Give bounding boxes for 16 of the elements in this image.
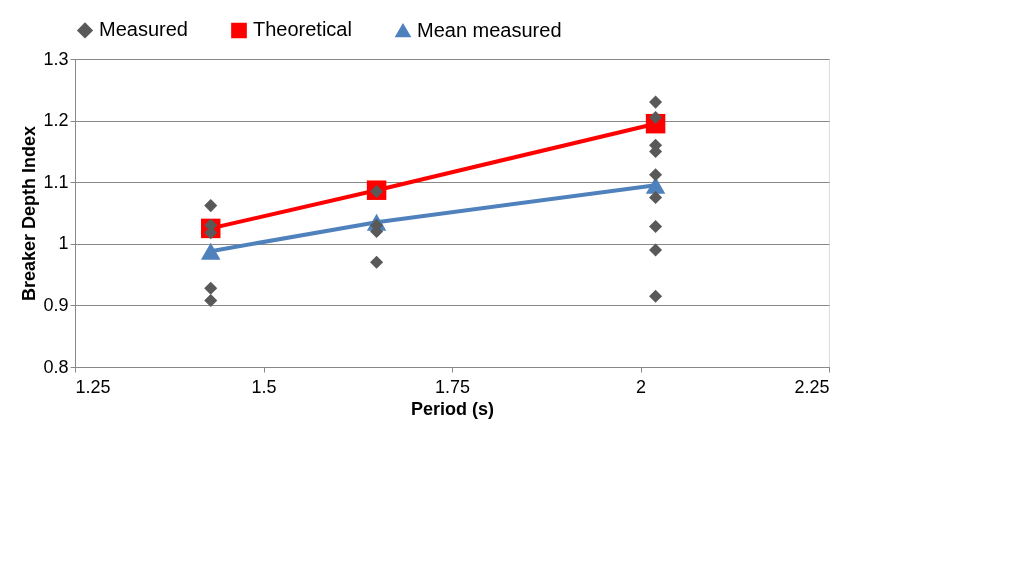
x-tick-label: 2.25 — [794, 376, 830, 397]
y-tick-label: 0.8 — [43, 356, 69, 377]
x-tick-label: 1.5 — [251, 376, 277, 397]
x-tick-label: 1.75 — [434, 376, 471, 397]
legend-label: Mean measured — [417, 18, 562, 41]
y-tick-label: 1 — [58, 233, 69, 254]
x-axis-title: Period (s) — [410, 398, 495, 419]
x-tick-label: 1.25 — [75, 376, 111, 397]
y-tick-label: 0.9 — [43, 294, 69, 315]
y-axis-title: Breaker Depth Index — [19, 125, 40, 302]
x-tick-label: 2 — [635, 376, 647, 397]
y-tick-label: 1.1 — [43, 171, 69, 192]
y-tick-label: 1.2 — [43, 110, 69, 131]
legend-label: Theoretical — [253, 18, 352, 41]
y-tick-label: 1.3 — [43, 48, 69, 69]
legend-label: Measured — [99, 18, 188, 41]
